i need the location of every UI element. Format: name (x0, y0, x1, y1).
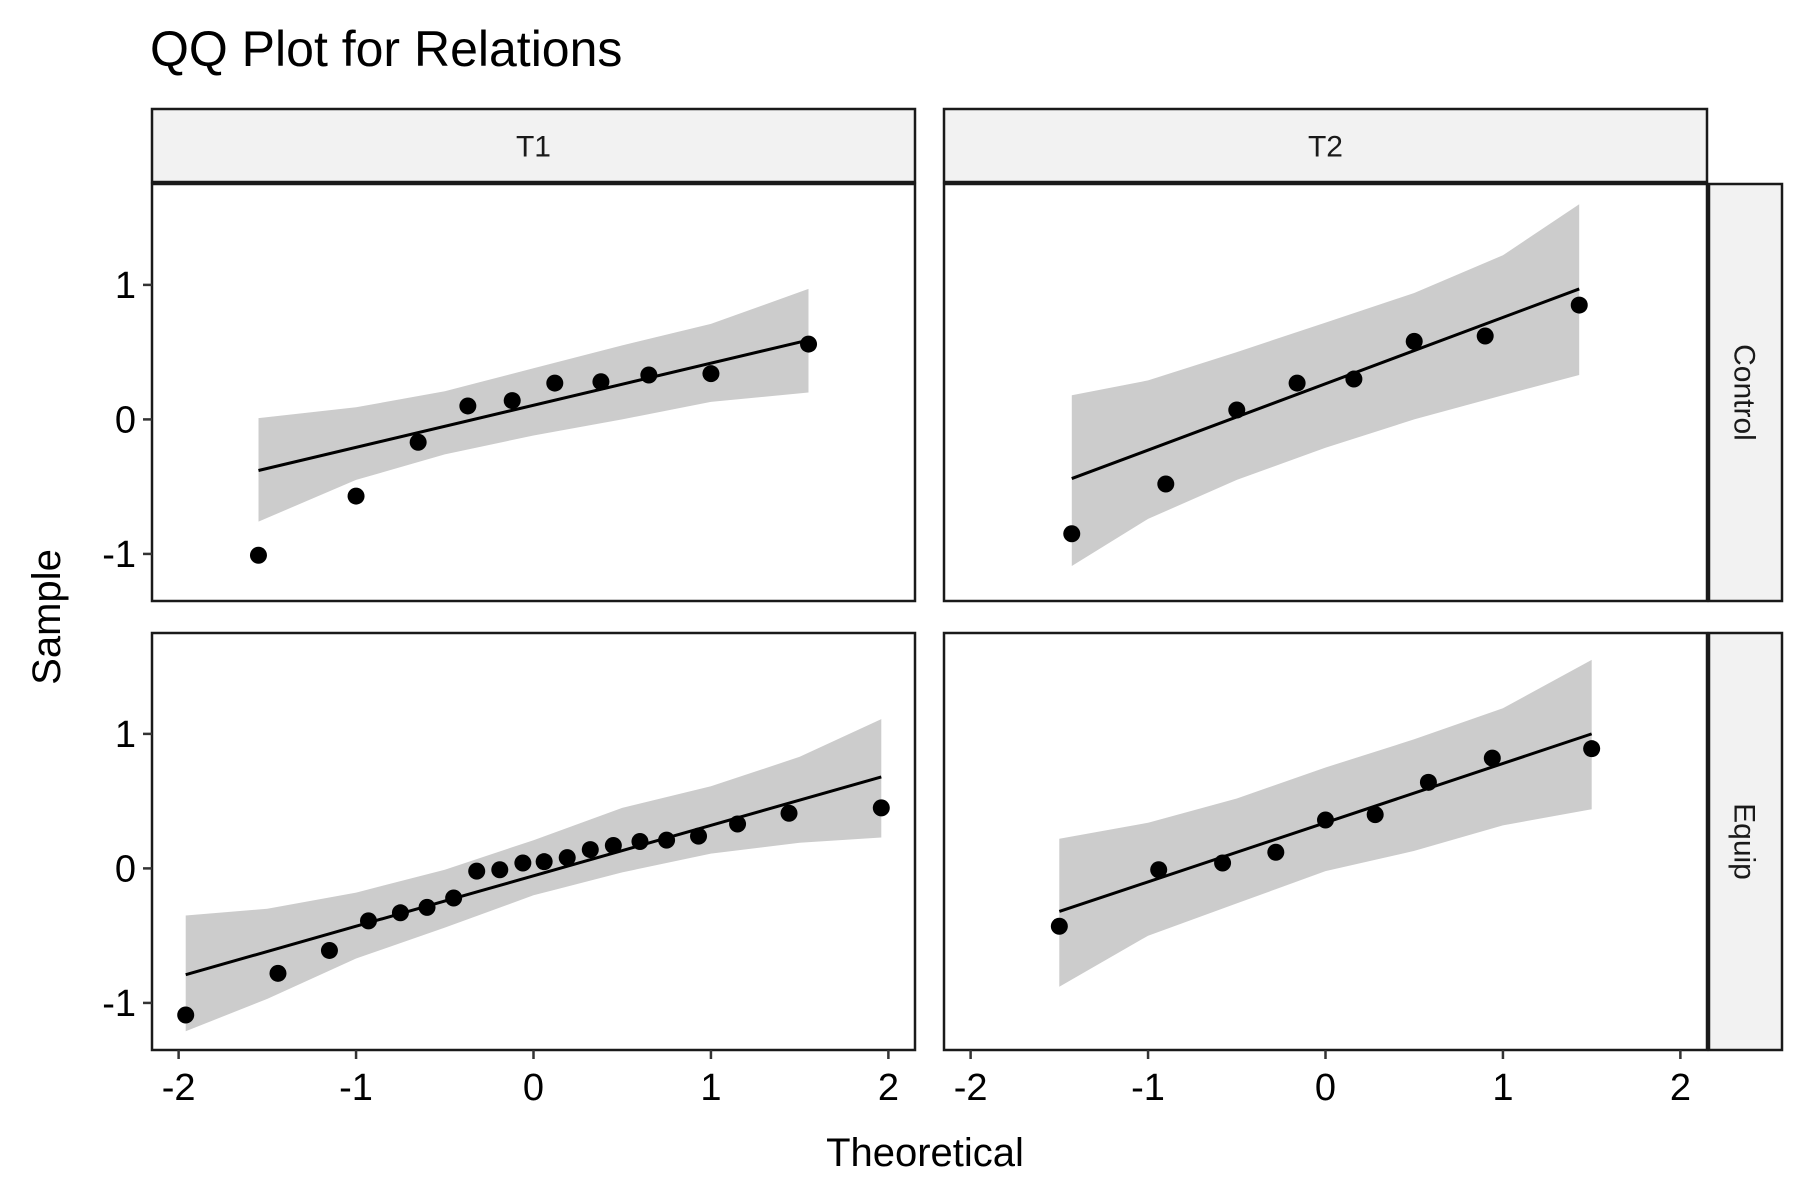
data-point (445, 889, 463, 907)
data-point (535, 853, 553, 871)
panel-border (942, 182, 1709, 603)
column-strip-t1 (150, 107, 917, 184)
row-strip-equip (1707, 631, 1784, 1052)
data-point (249, 546, 267, 564)
x-tick-label: 1 (1492, 1067, 1513, 1109)
data-point (631, 833, 649, 850)
x-axis-title: Theoretical (826, 1131, 1024, 1175)
y-tick-label: 1 (115, 714, 136, 756)
row-strip-control (1707, 182, 1784, 603)
data-point (1366, 806, 1384, 824)
data-point (1583, 740, 1601, 758)
x-tick-label: 0 (523, 1067, 544, 1109)
panels-layer: T1 T2 Control Equip -1 0 1 -1 0 1 -2 -1 0 1 2 -2 -1 0 1 2 (102, 107, 1784, 1109)
data-point (177, 1006, 195, 1024)
data-point (269, 964, 287, 982)
x-tick-label: 1 (700, 1067, 721, 1109)
data-point (1150, 861, 1168, 879)
data-point (558, 849, 576, 867)
row-strip-label: Control (1728, 344, 1761, 441)
data-point (780, 804, 798, 822)
x-tick-label: 0 (1315, 1067, 1336, 1109)
data-point (359, 912, 377, 930)
x-tick-label: -2 (954, 1067, 988, 1109)
panel-t1-control: -1 0 1 (102, 182, 917, 603)
data-point (1317, 811, 1334, 829)
data-point (702, 365, 720, 383)
data-point (1345, 370, 1363, 388)
data-point (546, 374, 564, 392)
y-tick-label: 0 (115, 399, 136, 441)
data-point (1288, 374, 1306, 392)
x-tick-label: -1 (339, 1067, 373, 1109)
y-tick-label: -1 (102, 534, 136, 576)
column-strip-label: T2 (1308, 131, 1343, 164)
data-point (1419, 773, 1437, 791)
data-point (503, 392, 521, 410)
data-point (1405, 332, 1423, 350)
data-point (320, 941, 338, 959)
data-point (592, 373, 610, 391)
data-point (1476, 327, 1494, 345)
data-point (690, 827, 708, 845)
column-strip-t2 (942, 107, 1709, 184)
x-tick-label: 2 (1670, 1067, 1691, 1109)
data-point (872, 799, 890, 817)
data-point (491, 861, 509, 879)
data-point (800, 335, 818, 353)
data-point (409, 433, 427, 451)
reference-line (185, 775, 882, 977)
data-point (459, 397, 477, 415)
y-tick-label: 0 (115, 848, 136, 890)
reference-line (258, 338, 809, 472)
data-point (1050, 917, 1068, 935)
x-tick-label: 2 (878, 1067, 899, 1109)
row-strip-label: Equip (1728, 803, 1761, 880)
panel-t2-control (942, 182, 1709, 603)
data-point (1157, 475, 1175, 493)
x-tick-label: -1 (1131, 1067, 1165, 1109)
data-point (729, 815, 747, 833)
reference-line (1071, 287, 1580, 480)
data-point (581, 841, 599, 859)
panel-t1-equip: -1 0 1 -2 -1 0 1 2 (102, 631, 917, 1109)
x-tick-label: -2 (162, 1067, 196, 1109)
data-point (1214, 854, 1232, 872)
y-axis-title: Sample (25, 549, 69, 685)
column-strip-label: T1 (516, 131, 551, 164)
data-point (1570, 296, 1588, 314)
data-point (514, 854, 532, 872)
data-point (1267, 843, 1285, 861)
data-point (468, 862, 486, 880)
data-point (347, 487, 365, 505)
data-point (1228, 401, 1246, 419)
panel-t2-equip: -2 -1 0 1 2 (942, 631, 1709, 1109)
data-point (640, 366, 658, 384)
data-point (658, 831, 676, 849)
data-point (418, 898, 436, 916)
y-tick-label: 1 (115, 265, 136, 307)
data-point (391, 904, 409, 922)
data-point (1483, 749, 1501, 767)
y-tick-label: -1 (102, 983, 136, 1025)
data-point (604, 837, 622, 855)
data-point (1063, 525, 1081, 543)
chart-title: QQ Plot for Relations (150, 21, 622, 77)
panel-border (150, 182, 917, 603)
